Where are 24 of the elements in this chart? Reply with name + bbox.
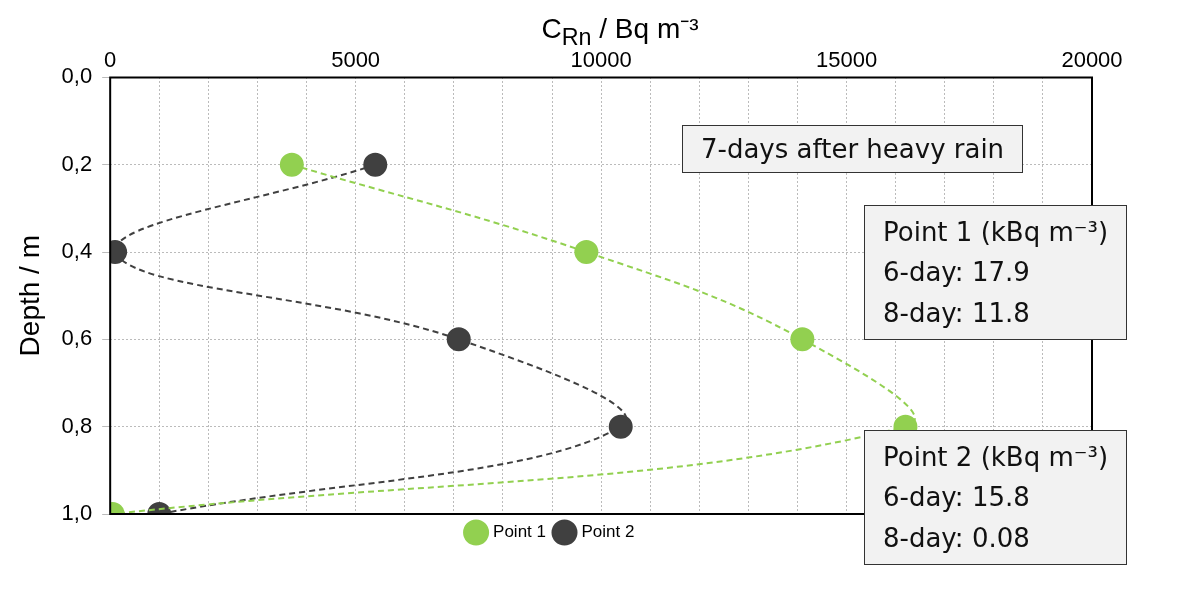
point (608, 414, 633, 439)
point (363, 152, 388, 177)
y-tick-label: 0,6 (61, 325, 93, 351)
x-tick-label: 5000 (331, 47, 381, 73)
annotation: Point 2 (kBq m⁻³) 6-day: 15.8 8-day: 0.08 (864, 430, 1128, 565)
point (790, 327, 815, 352)
y-tick-label: 0,8 (61, 412, 93, 438)
point (574, 240, 599, 265)
legend-label: Point 2 (581, 522, 635, 542)
x-axis-title: C$_{Rn}$ / Bq m⁻³ (541, 13, 699, 50)
annotation: Point 1 (kBq m⁻³) 6-day: 17.9 8-day: 11.8 (864, 205, 1128, 340)
x-tick-label: 0 (104, 47, 117, 73)
annotation: 7-days after heavy rain (682, 125, 1024, 173)
y-tick-label: 1,0 (61, 500, 93, 526)
x-tick-label: 10000 (570, 47, 632, 73)
y-tick-label: 0,2 (61, 150, 93, 176)
y-tick-label: 0,0 (61, 63, 93, 89)
point (279, 152, 304, 177)
legend-label: Point 1 (493, 522, 547, 542)
x-tick-label: 20000 (1061, 47, 1123, 73)
x-tick-label: 15000 (815, 47, 878, 73)
y-tick-label: 0,4 (61, 238, 93, 264)
point (446, 327, 471, 352)
y-axis-title: Depth / m (13, 235, 45, 357)
